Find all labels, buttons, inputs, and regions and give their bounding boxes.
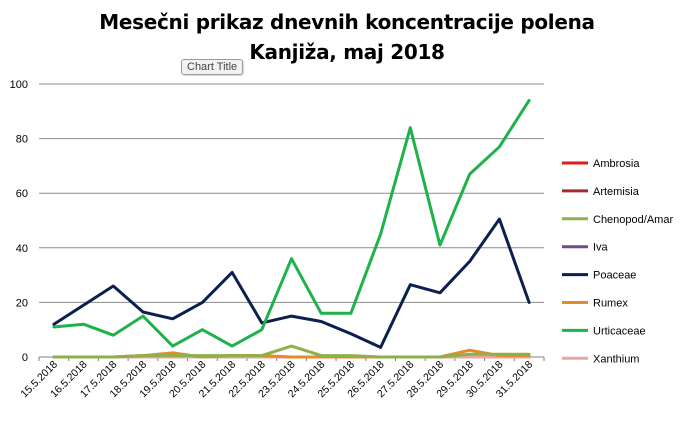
- legend-label-iva: Iva: [593, 242, 609, 254]
- y-tick-label: 0: [22, 352, 28, 364]
- y-tick-label: 60: [16, 188, 28, 200]
- legend-label-urticaceae: Urticaceae: [593, 325, 646, 337]
- y-tick-label: 100: [10, 79, 28, 91]
- y-tick-label: 80: [16, 134, 28, 146]
- legend-label-ambrosia: Ambrosia: [593, 158, 640, 170]
- legend-label-xanthium: Xanthium: [593, 353, 639, 365]
- chart-title: Mesečni prikaz dnevnih koncentracije pol…: [99, 10, 595, 34]
- y-tick-label: 20: [16, 297, 28, 309]
- legend-label-poaceae: Poaceae: [593, 270, 636, 282]
- legend-label-chenopod-amar: Chenopod/Amar: [593, 214, 673, 226]
- series-line-urticaceae: [52, 98, 531, 348]
- y-tick-label: 40: [16, 243, 28, 255]
- legend-label-artemisia: Artemisia: [593, 186, 640, 198]
- chart-title-tooltip: Chart Title: [181, 59, 244, 75]
- series-line-chenopod-amar: [52, 344, 531, 359]
- legend-label-rumex: Rumex: [593, 298, 628, 310]
- chart-subtitle: Kanjiža, maj 2018: [249, 40, 445, 64]
- series-line-poaceae: [52, 217, 531, 349]
